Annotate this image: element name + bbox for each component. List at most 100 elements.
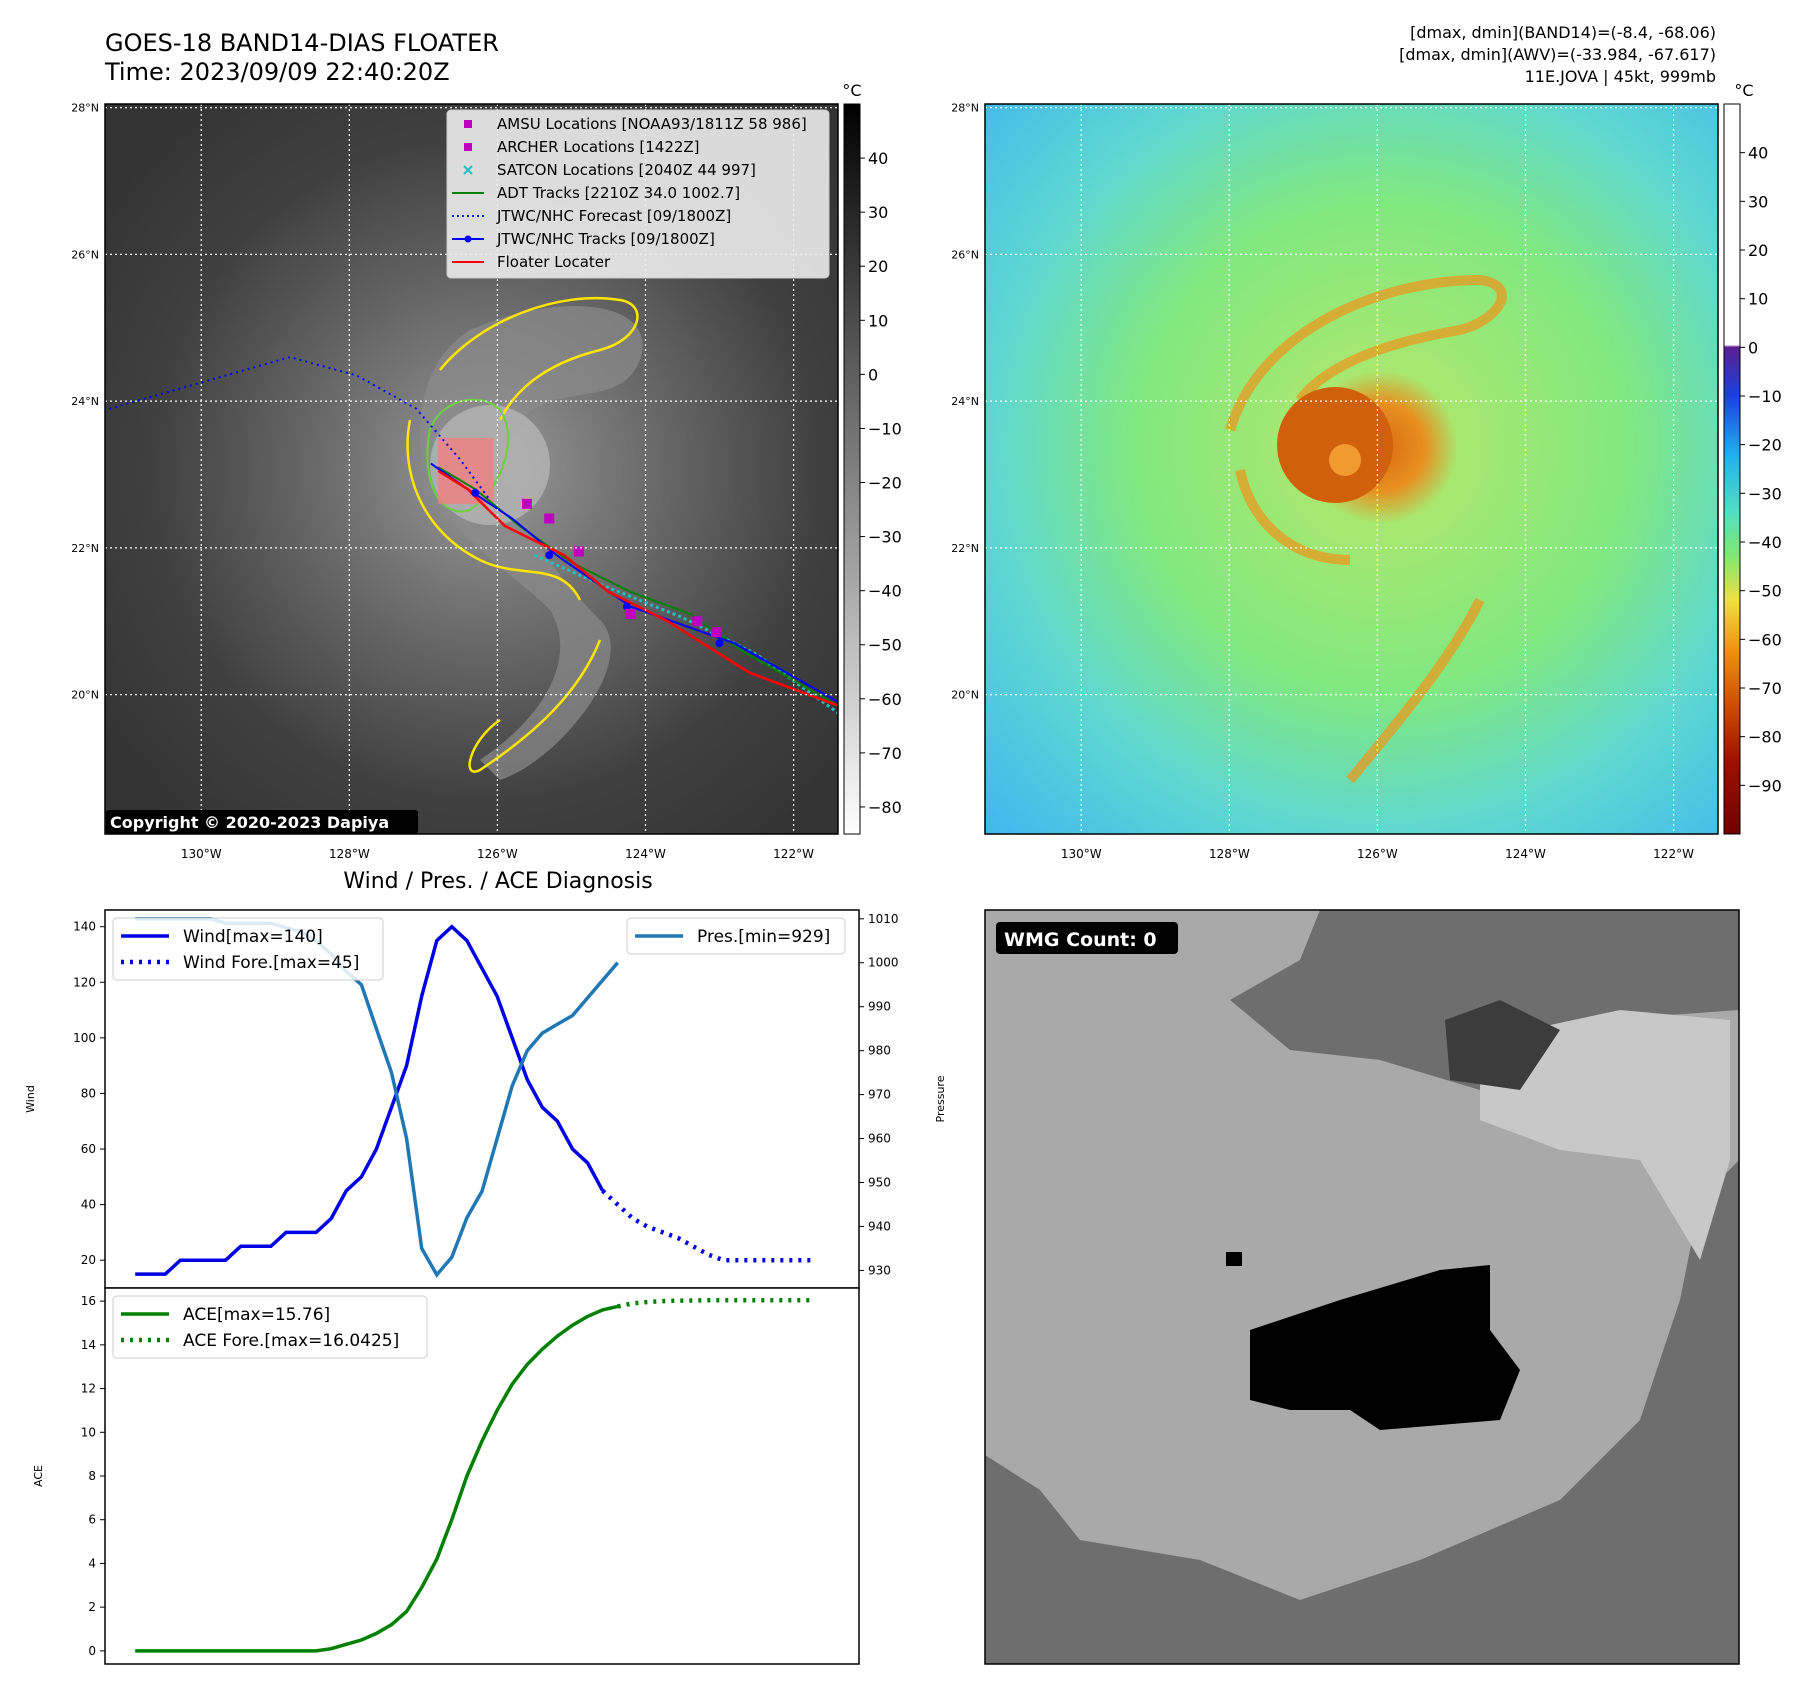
pressure-legend-label: Pres.[min=929] [697, 927, 830, 947]
ir-colorbar-tick-label: −20 [868, 474, 902, 493]
contour-green-inner [426, 398, 509, 513]
pressure-tick-label: 950 [868, 1176, 891, 1190]
amsu-location-marker [710, 627, 721, 638]
dias-lon-label: 124°W [1505, 847, 1546, 861]
dias-colorbar-tick-label: −20 [1748, 436, 1782, 455]
ace-tick-label: 14 [81, 1338, 96, 1352]
chart-legends: Wind[max=140] Wind Fore.[max=45] Pres.[min… [112, 917, 846, 1359]
ace-tick-label: 8 [88, 1469, 96, 1483]
ir-colorbar-tick-label: −10 [868, 419, 902, 438]
dias-lat-label: 20°N [951, 689, 979, 702]
ir-colorbar-tick-label: 10 [868, 311, 888, 330]
pressure-tick-label: 970 [868, 1088, 891, 1102]
ace-tick-label: 16 [81, 1294, 96, 1308]
ace-tick-label: 4 [88, 1556, 96, 1570]
wind-tick-label: 40 [81, 1198, 96, 1212]
diagnosis-panel: Wind Pressure ACE 2040608010012014093094… [24, 909, 947, 1665]
wind-legend-label: Wind[max=140] [183, 927, 323, 947]
ir-colorbar-tick-label: 0 [868, 365, 878, 384]
ir-lat-label: 20°N [71, 689, 99, 702]
dias-lon-label: 130°W [1061, 847, 1102, 861]
dias-colorbar-tick-label: 20 [1748, 241, 1768, 260]
ir-colorbar-tick-label: −70 [868, 744, 902, 763]
jtwc-track-point [715, 639, 724, 648]
wmg-light-region [1480, 1010, 1730, 1260]
legend-item-label: SATCON Locations [2040Z 44 997] [497, 161, 756, 179]
dias-storm-eye [1329, 444, 1361, 476]
ir-colorbar-tick-label: −60 [868, 690, 902, 709]
dias-colorbar-unit: °C [1734, 81, 1753, 100]
dias-map-panel: 28°N 26°N 24°N 22°N 20°N 130°W 128°W 126°W 124°W… [951, 102, 1719, 861]
dias-colorbar-tick-label: −60 [1748, 630, 1782, 649]
dias-lon-label: 128°W [1209, 847, 1250, 861]
dias-storm-core [1277, 387, 1393, 503]
pressure-tick-label: 1000 [868, 956, 899, 970]
figure-time: Time: 2023/09/09 22:40:20Z [104, 58, 450, 86]
series-wind-line [135, 924, 605, 1276]
info-awv-range: [dmax, dmin](AWV)=(-33.984, -67.617) [1399, 45, 1716, 64]
pressure-legend-box [626, 917, 846, 955]
ir-track-layer [105, 356, 838, 715]
wind-axis-label: Wind [24, 1085, 37, 1113]
ace-tick-label: 12 [81, 1382, 96, 1396]
ir-lat-label: 22°N [71, 542, 99, 555]
wmg-cold-pixel [1226, 1252, 1242, 1266]
ir-lat-label: 28°N [71, 102, 99, 115]
amsu-location-marker [522, 498, 533, 509]
wind-tick-label: 20 [81, 1253, 96, 1267]
floater-box [438, 437, 494, 504]
dias-lat-label: 22°N [951, 542, 979, 555]
ace-tick-label: 6 [88, 1513, 96, 1527]
dias-colorbar-tick-label: 40 [1748, 144, 1768, 163]
chart-axis-ticks: 2040608010012014093094095096097098099010… [73, 912, 898, 1658]
amsu-location-marker [625, 608, 636, 619]
dias-lat-label: 26°N [951, 248, 979, 261]
wind-tick-label: 140 [73, 920, 96, 934]
dias-colorbar-tick-label: −50 [1748, 582, 1782, 601]
info-band14-range: [dmax, dmin](BAND14)=(-8.4, -68.06) [1410, 23, 1716, 42]
wmg-cold-cloud [1250, 1265, 1520, 1430]
dias-colorbar-tick-label: −90 [1748, 776, 1782, 795]
ir-lon-label: 122°W [773, 847, 814, 861]
dias-gridlines [985, 104, 1718, 834]
legend-item-label: JTWC/NHC Tracks [09/1800Z] [496, 230, 715, 248]
dias-lon-label: 126°W [1357, 847, 1398, 861]
ace-tick-label: 10 [81, 1425, 96, 1439]
jtwc-track-point [545, 551, 554, 560]
ir-colorbar: °C 40 30 20 10 0 −10 −20 −30 −40 −50 −60 −70 −80 [842, 81, 902, 835]
ir-colorbar-tick-label: −40 [868, 582, 902, 601]
jtwc-track-point [471, 488, 480, 497]
legend-marker-square [464, 143, 472, 151]
dias-colorbar-tick-label: −70 [1748, 679, 1782, 698]
figure-title: GOES-18 BAND14-DIAS FLOATER [105, 29, 499, 57]
series-ace-forecast-line [617, 1297, 814, 1309]
dias-lat-label: 24°N [951, 395, 979, 408]
dias-lon-label: 122°W [1653, 847, 1694, 861]
legend-marker-x [463, 165, 473, 175]
pressure-tick-label: 990 [868, 1000, 891, 1014]
wind-tick-label: 100 [73, 1031, 96, 1045]
dias-colorbar-tick-label: −10 [1748, 387, 1782, 406]
map-legend: AMSU Locations [NOAA93/1811Z 58 986] ARCH… [446, 109, 830, 279]
adt-track [437, 466, 838, 707]
wmg-dark-region-top [1230, 910, 1739, 1090]
amsu-location-marker [573, 546, 584, 557]
ir-lon-label: 130°W [181, 847, 222, 861]
wmg-dark-region-bottom [985, 1160, 1739, 1664]
wind-tick-label: 60 [81, 1142, 96, 1156]
ir-axis-ticks: 28°N 26°N 24°N 22°N 20°N 130°W 128°W 126°W 124°W… [71, 102, 814, 861]
pressure-tick-label: 1010 [868, 912, 899, 926]
ir-colorbar-tick-label: −50 [868, 636, 902, 655]
wind-legend-label: Wind Fore.[max=45] [183, 953, 359, 973]
pressure-tick-label: 960 [868, 1132, 891, 1146]
copyright-box [106, 810, 418, 834]
legend-marker-dot [464, 235, 472, 243]
ace-legend-label: ACE[max=15.76] [183, 1305, 330, 1325]
ir-colorbar-tick-label: 30 [868, 203, 888, 222]
wmg-darkgray-region [1445, 1000, 1560, 1090]
wind-legend-box [112, 917, 384, 981]
ir-lon-label: 128°W [329, 847, 370, 861]
dias-axis-ticks: 28°N 26°N 24°N 22°N 20°N 130°W 128°W 126°W 124°W… [951, 102, 1694, 861]
ace-axis-label: ACE [32, 1465, 45, 1487]
